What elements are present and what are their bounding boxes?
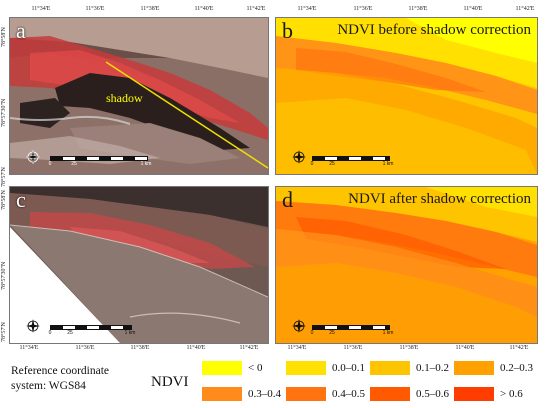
- scale-tick: 0: [48, 330, 52, 336]
- panel-label: c: [16, 187, 26, 212]
- panel-label: a: [16, 18, 26, 43]
- scale-tick: 25: [71, 161, 77, 167]
- lon-label: 11°36'E: [343, 345, 363, 351]
- top-longitude-labels-a: 11°34'E 11°36'E 11°38'E 11°40'E 11°42'E: [9, 6, 267, 16]
- legend-label: < 0: [248, 362, 263, 374]
- lon-label: 11°40'E: [463, 6, 483, 12]
- legend-label: > 0.6: [500, 388, 523, 400]
- scale-tick: 1 km: [382, 330, 394, 336]
- bottom-longitude-labels-d: 11°34'E 11°36'E 11°38'E 11°40'E 11°42'E: [275, 345, 536, 355]
- scale-tick: 25: [329, 330, 335, 336]
- scale-tick: 1 km: [140, 161, 152, 167]
- ndvi-map-after: [276, 187, 537, 343]
- lon-label: 11°34'E: [19, 345, 39, 351]
- north-arrow-icon: [290, 317, 308, 335]
- panel-b-ndvi-before: b NDVI before shadow correction 0 25 1 k…: [275, 17, 538, 175]
- panel-label: d: [282, 187, 293, 212]
- lon-label: 11°36'E: [353, 6, 373, 12]
- lon-label: 11°38'E: [408, 6, 428, 12]
- lon-label: 11°36'E: [75, 345, 95, 351]
- legend-swatch: [454, 387, 494, 401]
- legend-swatch: [202, 387, 242, 401]
- lon-label: 11°34'E: [31, 6, 51, 12]
- lat-label: 78°57'30"N: [1, 98, 7, 127]
- lon-label: 11°42'E: [239, 345, 259, 351]
- lon-label: 11°38'E: [130, 345, 150, 351]
- panel-a-false-color-image: a shadow 0 25 1 km: [9, 17, 269, 175]
- reference-line: Reference coordinate: [11, 365, 110, 377]
- false-color-map-c: [10, 187, 268, 343]
- lon-label: 11°42'E: [515, 6, 535, 12]
- bottom-longitude-labels-c: 11°34'E 11°36'E 11°38'E 11°40'E 11°42'E: [9, 345, 267, 355]
- legend-label: 0.0–0.1: [332, 362, 365, 374]
- lon-label: 11°34'E: [297, 6, 317, 12]
- legend-label: 0.3–0.4: [248, 388, 281, 400]
- legend-swatch: [370, 361, 410, 375]
- lat-label: 78°57'30"N: [1, 261, 7, 290]
- lat-label: 78°57'N: [1, 167, 7, 187]
- scale-tick: 25: [329, 161, 335, 167]
- lon-label: 11°40'E: [455, 345, 475, 351]
- legend-swatch: [286, 361, 326, 375]
- panel-c-false-color-image: c 0 25 1 km: [9, 186, 269, 344]
- legend-label: 0.2–0.3: [500, 362, 533, 374]
- scale-tick: 0: [310, 330, 314, 336]
- legend-swatch: [370, 387, 410, 401]
- lon-label: 11°42'E: [509, 345, 529, 351]
- north-arrow-icon: [24, 317, 42, 335]
- lon-label: 11°42'E: [246, 6, 266, 12]
- lon-label: 11°38'E: [140, 6, 160, 12]
- north-arrow-icon: [24, 148, 42, 166]
- reference-line: system: WGS84: [11, 380, 86, 392]
- lon-label: 11°40'E: [194, 6, 214, 12]
- lat-label: 78°58'N: [1, 27, 7, 47]
- legend-swatch: [202, 361, 242, 375]
- panel-title: NDVI after shadow correction: [348, 191, 531, 207]
- top-longitude-labels-b: 11°34'E 11°36'E 11°38'E 11°40'E 11°42'E: [275, 6, 536, 16]
- ndvi-map-before: [276, 18, 537, 174]
- north-arrow-icon: [290, 148, 308, 166]
- scale-tick: 0: [48, 161, 52, 167]
- lat-label: 78°58'N: [1, 190, 7, 210]
- lon-label: 11°36'E: [85, 6, 105, 12]
- legend-swatch: [286, 387, 326, 401]
- panel-title: NDVI before shadow correction: [337, 22, 531, 38]
- legend-label: 0.1–0.2: [416, 362, 449, 374]
- lon-label: 11°34'E: [287, 345, 307, 351]
- shadow-annotation: shadow: [106, 91, 143, 105]
- lat-label: 78°57'N: [1, 322, 7, 342]
- scale-tick: 25: [67, 330, 73, 336]
- scale-tick: 1 km: [382, 161, 394, 167]
- legend-label: 0.5–0.6: [416, 388, 449, 400]
- panel-label: b: [282, 18, 293, 43]
- false-color-map-a: [10, 18, 268, 174]
- legend-label: 0.4–0.5: [332, 388, 365, 400]
- panel-d-ndvi-after: d NDVI after shadow correction 0 25 1 km: [275, 186, 538, 344]
- lon-label: 11°38'E: [399, 345, 419, 351]
- legend-title: NDVI: [151, 374, 189, 390]
- legend-swatch: [454, 361, 494, 375]
- reference-system-text: Reference coordinate system: WGS84: [11, 364, 109, 394]
- scale-tick: 0: [310, 161, 314, 167]
- lon-label: 11°40'E: [186, 345, 206, 351]
- scale-tick: 1 km: [124, 330, 136, 336]
